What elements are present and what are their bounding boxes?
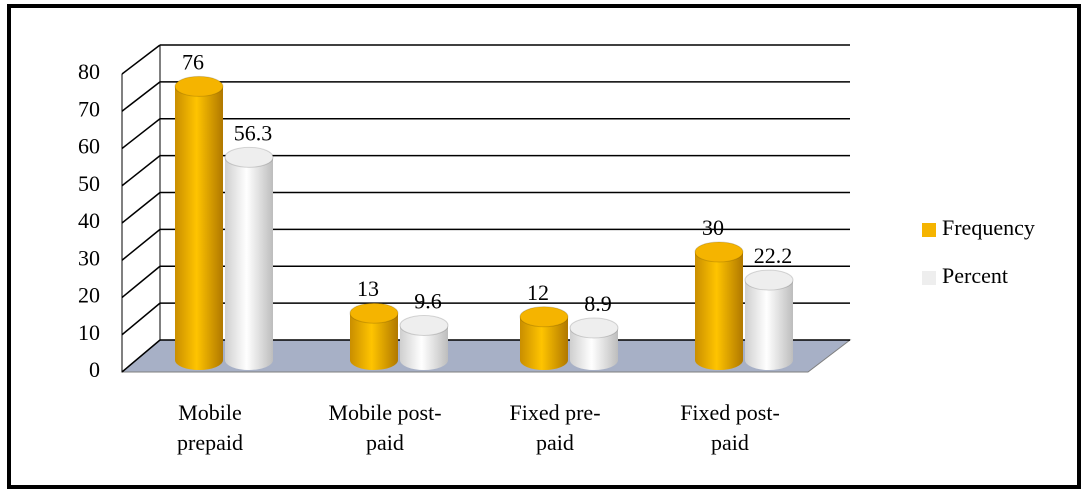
x-tick-label: Fixed pre-paid: [509, 400, 601, 455]
data-label: 12: [527, 280, 549, 305]
grid-diagonal: [121, 81, 161, 112]
y-tick-label: 40: [78, 208, 100, 233]
y-tick-label: 60: [78, 134, 100, 159]
data-label: 56.3: [234, 120, 273, 145]
y-tick-label: 20: [78, 283, 100, 308]
y-tick-label: 80: [78, 59, 100, 84]
legend-label: Frequency: [942, 215, 1035, 240]
y-tick-label: 10: [78, 320, 100, 345]
grid-diagonal: [121, 118, 161, 150]
data-label: 22.2: [754, 243, 793, 268]
grid-diagonal: [121, 191, 161, 224]
bar: [399, 314, 449, 370]
grid-diagonal: [121, 155, 161, 187]
frame: [7, 4, 1081, 489]
data-label: 9.6: [414, 288, 442, 313]
grid-diagonal: [121, 339, 161, 373]
x-tick-label: Fixed post-paid: [680, 400, 780, 455]
grid-diagonal: [121, 44, 161, 75]
data-label: 8.9: [584, 291, 612, 316]
bar: [224, 146, 274, 370]
data-label: 76: [182, 49, 204, 74]
grid-diagonal: [121, 302, 161, 336]
y-tick-label: 70: [78, 96, 100, 121]
legend-swatch: [922, 223, 936, 237]
y-tick-label: 50: [78, 171, 100, 196]
data-label: 13: [357, 276, 379, 301]
bar: [744, 269, 794, 370]
bar: [569, 317, 619, 370]
bar: [694, 241, 744, 370]
x-tick-label: Mobile prepaid: [177, 400, 243, 455]
y-tick-label: 30: [78, 245, 100, 270]
bar: [519, 306, 569, 370]
legend-label: Percent: [942, 263, 1008, 288]
grid-diagonal: [121, 228, 161, 261]
data-label: 30: [702, 215, 724, 240]
bar: [349, 302, 399, 370]
y-tick-label: 0: [89, 357, 100, 382]
x-tick-label: Mobile post-paid: [328, 400, 442, 455]
legend-swatch: [922, 271, 936, 285]
grid-diagonal: [121, 265, 161, 299]
bar: [174, 75, 224, 371]
